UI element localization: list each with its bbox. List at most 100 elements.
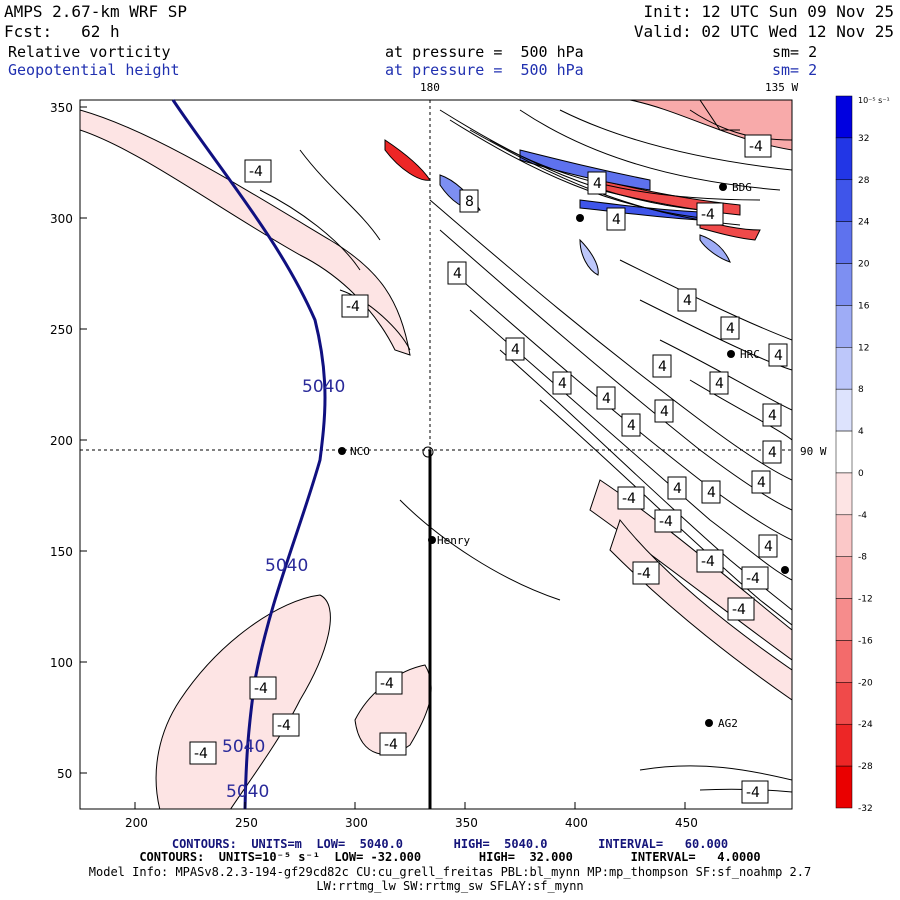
svg-text:4: 4 xyxy=(658,359,667,375)
station-dot-unlabeled xyxy=(576,214,584,222)
svg-text:4: 4 xyxy=(558,376,567,392)
footer-height-contours: CONTOURS: UNITS=m LOW= 5040.0 HIGH= 5040… xyxy=(171,837,729,851)
footer-model-info: Model Info: MPASv8.2.3-194-gf29cd82c CU:… xyxy=(88,865,812,879)
colorbar-swatch xyxy=(835,305,853,348)
colorbar-swatch xyxy=(835,598,853,641)
field2-pressure: at pressure = 500 hPa xyxy=(385,61,584,79)
svg-text:-4: -4 xyxy=(249,164,263,180)
svg-text:-4: -4 xyxy=(701,554,715,570)
longitude-90w-label: 90 W xyxy=(800,445,827,458)
y-tick-label: 350 xyxy=(50,101,73,115)
colorbar-label: -28 xyxy=(858,762,873,772)
station-label-ag2: AG2 xyxy=(718,717,738,730)
svg-text:4: 4 xyxy=(683,293,692,309)
colorbar-swatch xyxy=(835,221,853,264)
vorticity-field xyxy=(80,100,792,809)
svg-text:4: 4 xyxy=(627,418,636,434)
colorbar-swatch xyxy=(835,765,853,809)
vort-label-4: 4 xyxy=(606,207,626,231)
colorbar-label: 0 xyxy=(858,469,864,479)
x-tick-label: 400 xyxy=(565,816,588,830)
colorbar-unit: 10⁻⁵ s⁻¹ xyxy=(858,96,890,105)
y-tick-label: 300 xyxy=(50,212,73,226)
colorbar-label: -4 xyxy=(858,511,867,521)
station-label-bdg: BDG xyxy=(732,181,752,194)
height-label: 5040 xyxy=(222,737,265,757)
svg-text:4: 4 xyxy=(602,391,611,407)
svg-text:-4: -4 xyxy=(732,602,746,618)
svg-text:-4: -4 xyxy=(749,139,763,155)
colorbar-swatch xyxy=(835,472,853,516)
x-tick-label: 200 xyxy=(125,816,148,830)
colorbar-label: 20 xyxy=(858,260,870,270)
x-tick-label: 450 xyxy=(675,816,698,830)
colorbar-label: 8 xyxy=(858,385,864,395)
vort-label-4: 4 xyxy=(552,371,572,395)
station-label-henry: Henry xyxy=(437,534,470,547)
colorbar-swatch xyxy=(835,430,853,474)
station-dot-henry xyxy=(428,536,436,544)
colorbar-label: -32 xyxy=(858,804,873,814)
colorbar-label: 16 xyxy=(858,301,870,311)
y-tick-label: 100 xyxy=(50,656,73,670)
colorbar-swatch xyxy=(835,556,853,599)
vort-label-4: 4 xyxy=(652,354,672,378)
svg-text:4: 4 xyxy=(774,348,783,364)
longitude-135w-label: 135 W xyxy=(765,81,799,94)
colorbar-swatch xyxy=(835,388,853,432)
vort-label-neg4: -4 xyxy=(632,561,660,585)
svg-text:4: 4 xyxy=(715,376,724,392)
vort-label-4: 4 xyxy=(762,403,782,427)
station-dot-edge xyxy=(781,566,789,574)
svg-text:4: 4 xyxy=(707,485,716,501)
colorbar-swatch xyxy=(835,514,853,557)
vort-label-4: 4 xyxy=(587,171,607,195)
y-tick-label: 150 xyxy=(50,545,73,559)
pole-marker xyxy=(422,446,434,458)
svg-text:4: 4 xyxy=(453,266,462,282)
vort-label-neg4: -4 xyxy=(244,159,272,183)
svg-text:-4: -4 xyxy=(277,718,291,734)
stations: BDG HRC NCO Henry AG2 xyxy=(338,181,789,730)
vort-label-neg4: -4 xyxy=(617,486,645,510)
model-title: AMPS 2.67-km WRF SP xyxy=(4,2,188,21)
vort-label-neg4: -4 xyxy=(189,741,217,765)
colorbar-swatch xyxy=(835,640,853,683)
vort-label-neg4: -4 xyxy=(744,134,772,158)
y-tick-label: 200 xyxy=(50,434,73,448)
svg-text:4: 4 xyxy=(673,481,682,497)
x-tick-label: 300 xyxy=(345,816,368,830)
colorbar-swatch xyxy=(835,263,853,306)
height-label: 5040 xyxy=(302,377,345,397)
field1-pressure: at pressure = 500 hPa xyxy=(385,43,584,61)
forecast-hour: Fcst: 62 h xyxy=(4,22,120,41)
vort-label-4: 4 xyxy=(447,261,467,285)
axis-tick-labels: 350 300 250 200 150 100 50 200 250 300 3… xyxy=(50,101,698,830)
colorbar-label: 12 xyxy=(858,343,869,353)
field2-name: Geopotential height xyxy=(8,61,180,79)
height-label: 5040 xyxy=(226,782,269,802)
station-dot-hrc xyxy=(727,350,735,358)
colorbar-label: -8 xyxy=(858,553,867,563)
colorbar-label: -12 xyxy=(858,595,873,605)
svg-text:-4: -4 xyxy=(380,676,394,692)
init-time: Init: 12 UTC Sun 09 Nov 25 xyxy=(643,2,894,21)
y-tick-label: 250 xyxy=(50,323,73,337)
station-label-nco: NCO xyxy=(350,445,370,458)
vort-label-4: 4 xyxy=(621,413,641,437)
svg-text:-4: -4 xyxy=(659,514,673,530)
footer-vorticity-contours: CONTOURS: UNITS=10⁻⁵ s⁻¹ LOW= -32.000 HI… xyxy=(139,850,761,864)
vort-label-4: 4 xyxy=(709,371,729,395)
footer-physics-info: LW:rrtmg_lw SW:rrtmg_sw SFLAY:sf_mynn xyxy=(316,879,584,893)
colorbar-swatch xyxy=(835,179,853,222)
vort-label-neg4: -4 xyxy=(696,549,724,573)
vort-label-neg4: -4 xyxy=(272,713,300,737)
svg-text:4: 4 xyxy=(768,445,777,461)
vort-label-neg4: -4 xyxy=(654,509,682,533)
x-tick-label: 350 xyxy=(455,816,478,830)
vort-label-neg4: -4 xyxy=(375,671,403,695)
field2-smoothing: sm= 2 xyxy=(772,61,818,79)
field1-name: Relative vorticity xyxy=(8,43,171,61)
vort-label-neg4: -4 xyxy=(696,202,724,226)
svg-text:-4: -4 xyxy=(637,566,651,582)
